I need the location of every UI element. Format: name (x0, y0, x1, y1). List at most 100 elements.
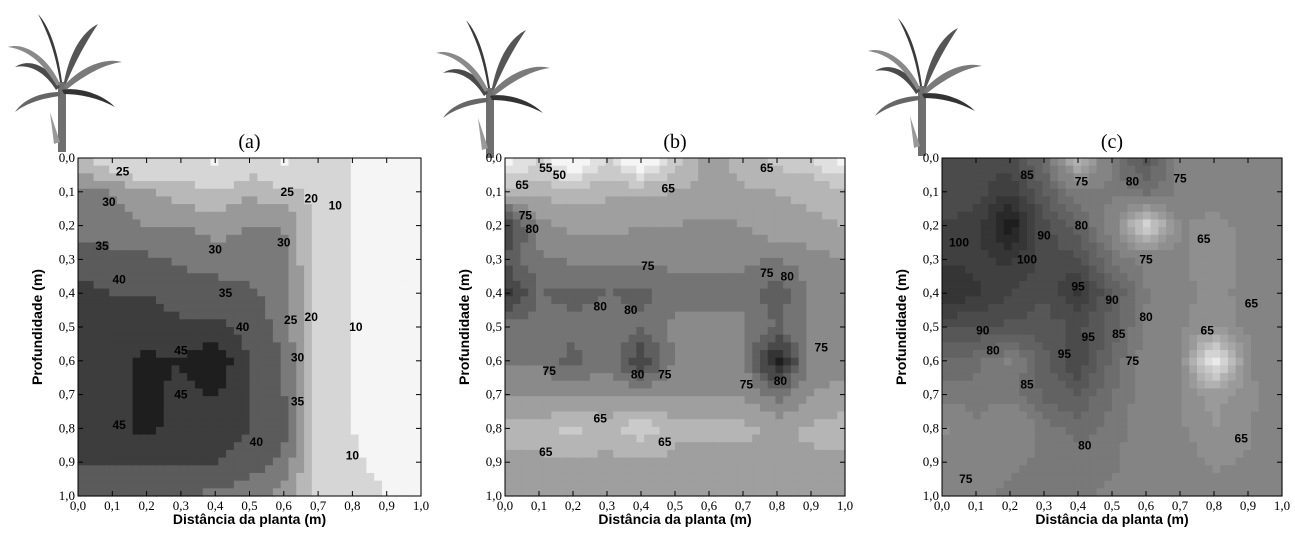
contour-cell (1251, 265, 1260, 274)
contour-cell (829, 480, 838, 489)
contour-cell (366, 380, 375, 390)
contour-cell (335, 488, 344, 497)
contour-cell (1081, 211, 1090, 221)
contour-value-label: 35 (291, 394, 305, 408)
contour-cell (304, 303, 313, 313)
contour-cell (659, 319, 668, 328)
contour-cell (288, 196, 297, 205)
contour-cell (744, 219, 753, 228)
contour-cell (613, 311, 622, 320)
contour-cell (760, 411, 769, 420)
contour-cell (249, 350, 258, 359)
contour-cell (566, 373, 576, 382)
contour-cell (651, 227, 661, 236)
contour-cell (566, 380, 576, 390)
contour-cell (543, 227, 552, 236)
contour-cell (972, 250, 982, 259)
contour-cell (628, 196, 637, 205)
contour-cell (512, 188, 522, 198)
contour-cell (790, 265, 800, 274)
contour-cell (311, 265, 321, 274)
contour-cell (698, 472, 707, 482)
contour-cell (350, 173, 360, 182)
contour-cell (829, 211, 838, 221)
contour-cell (582, 373, 591, 382)
contour-cell (366, 250, 375, 259)
contour-cell (85, 327, 95, 336)
contour-cell (1251, 219, 1260, 228)
contour-cell (1189, 211, 1198, 221)
contour-cell (798, 181, 807, 190)
contour-cell (1197, 219, 1206, 228)
contour-cell (721, 357, 730, 367)
contour-cell (767, 165, 777, 174)
contour-cell (319, 388, 329, 397)
contour-cell (620, 303, 630, 313)
contour-cell (837, 357, 846, 367)
contour-cell (101, 403, 110, 413)
contour-cell (311, 434, 321, 443)
contour-cell (116, 357, 126, 367)
contour-cell (319, 196, 329, 205)
contour-cell (366, 280, 375, 290)
contour-cell (1197, 265, 1206, 274)
contour-cell (241, 380, 251, 390)
contour-cell (528, 158, 537, 167)
contour-cell (210, 365, 219, 374)
contour-cell (559, 311, 568, 320)
contour-cell (512, 158, 522, 167)
contour-cell (605, 227, 614, 236)
contour-cell (101, 165, 110, 174)
contour-cell (821, 311, 831, 320)
contour-cell (821, 257, 831, 267)
contour-cell (1197, 181, 1206, 190)
contour-cell (280, 204, 290, 213)
contour-cell (366, 265, 375, 274)
contour-cell (721, 334, 730, 343)
contour-cell (957, 196, 966, 205)
contour-cell (210, 257, 219, 267)
contour-cell (528, 257, 537, 267)
contour-cell (413, 265, 422, 274)
contour-cell (397, 380, 407, 390)
contour-cell (1065, 227, 1074, 236)
contour-cell (543, 158, 552, 167)
contour-cell (582, 165, 591, 174)
contour-cell (1258, 158, 1268, 167)
contour-cell (272, 227, 282, 236)
contour-cell (1119, 296, 1129, 305)
contour-cell (1019, 188, 1028, 198)
contour-cell (767, 181, 777, 190)
contour-cell (132, 403, 141, 413)
contour-cell (566, 257, 576, 267)
y-tick-label: 1,0 (59, 488, 75, 503)
contour-cell (760, 257, 769, 267)
contour-cell (226, 373, 235, 382)
contour-cell (272, 488, 282, 497)
contour-cell (543, 273, 552, 282)
contour-cell (1158, 227, 1167, 236)
contour-cell (296, 357, 305, 367)
contour-cell (644, 403, 653, 413)
contour-cell (210, 181, 219, 190)
contour-cell (721, 257, 730, 267)
contour-cell (566, 488, 576, 497)
contour-cell (85, 442, 95, 451)
contour-cell (760, 280, 769, 290)
contour-cell (218, 426, 227, 436)
contour-cell (644, 396, 653, 405)
contour-cell (187, 449, 196, 459)
contour-cell (311, 426, 321, 436)
contour-cell (1050, 288, 1059, 297)
contour-cell (210, 419, 219, 428)
contour-cell (179, 273, 188, 282)
contour-cell (729, 388, 738, 397)
contour-cell (1158, 196, 1167, 205)
contour-cell (319, 242, 329, 251)
contour-cell (1142, 196, 1152, 205)
contour-cell (1227, 265, 1237, 274)
contour-cell (1142, 303, 1152, 313)
contour-cell (93, 411, 102, 420)
contour-cell (397, 488, 407, 497)
contour-cell (265, 488, 274, 497)
